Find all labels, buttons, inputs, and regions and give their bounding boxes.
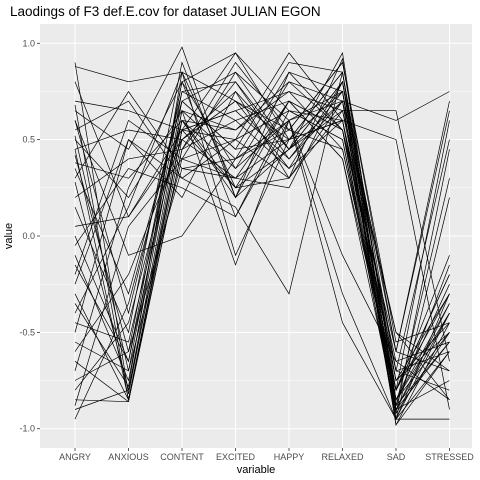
y-tick-label: 1.0 [22,38,35,48]
x-tick-label: ANGRY [59,452,91,462]
series-line [74,80,450,407]
series-line [74,72,450,371]
series-lines [74,46,450,426]
series-line [74,80,450,352]
y-tick-label: -1.0 [19,424,35,434]
y-tick-label: -0.5 [19,327,35,337]
y-axis-ticks: 1.0 0.5 0.0 -0.5 -1.0 [19,38,40,434]
x-tick-label: RELAXED [321,452,364,462]
x-axis-title: variable [237,464,276,476]
x-tick-label: CONTENT [160,452,204,462]
series-line [74,90,450,410]
chart-title: Laodings of F3 def.E.cov for dataset JUL… [10,4,321,19]
series-line [74,52,450,392]
series-line [74,110,450,406]
series-line [74,61,450,391]
x-tick-label: EXCITED [216,452,256,462]
y-tick-label: 0.5 [22,135,35,145]
series-line [74,71,450,426]
x-tick-label: SAD [387,452,406,462]
series-line [74,100,450,400]
series-line [74,80,450,415]
y-tick-label: 0.0 [22,231,35,241]
x-axis-ticks: ANGRY ANXIOUS CONTENT EXCITED HAPPY RELAXED SA… [59,448,474,462]
x-tick-label: STRESSED [425,452,474,462]
y-axis-title: value [3,223,15,249]
x-tick-label: ANXIOUS [108,452,149,462]
x-tick-label: HAPPY [274,452,305,462]
series-line [74,81,450,401]
